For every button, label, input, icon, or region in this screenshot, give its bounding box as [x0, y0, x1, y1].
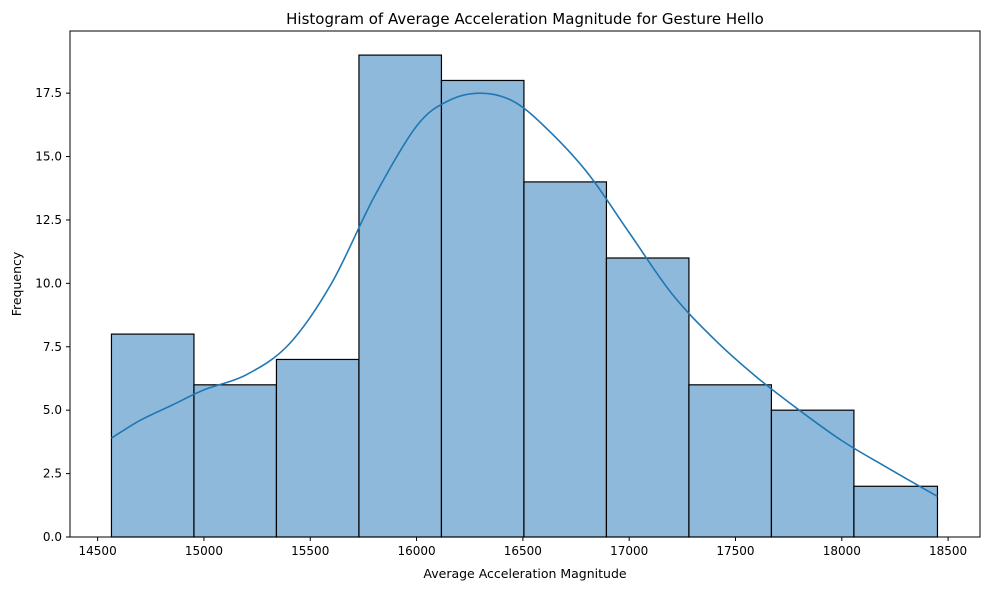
x-tick-label: 14500 — [79, 544, 117, 558]
y-tick-label: 15.0 — [35, 150, 62, 164]
x-tick-label: 15500 — [291, 544, 329, 558]
x-axis-label: Average Acceleration Magnitude — [423, 566, 626, 581]
plot-frame — [69, 30, 981, 538]
kde-group — [111, 92, 938, 498]
x-tick-label: 15000 — [185, 544, 223, 558]
y-tick-label: 12.5 — [35, 213, 62, 227]
y-tick-label: 2.5 — [43, 467, 62, 481]
y-tick-label: 5.0 — [43, 403, 62, 417]
histogram-bar-2 — [193, 384, 278, 538]
y-tick-label: 10.0 — [35, 276, 62, 290]
x-tick-label: 16000 — [397, 544, 435, 558]
histogram-bar-6 — [523, 181, 608, 538]
histogram-bar-5 — [440, 79, 525, 538]
bars-group — [110, 54, 939, 538]
histogram-bar-8 — [688, 384, 773, 538]
y-tick-label: 0.0 — [43, 530, 62, 544]
y-tick-label: 17.5 — [35, 86, 62, 100]
histogram-bar-9 — [770, 409, 855, 538]
x-ticks-group: 14500 15000 15500 16000 16500 17000 17500 18000… — [79, 537, 967, 558]
y-ticks-group: 0.0 2.5 5.0 7.5 10.0 12.5 15.0 17.5 — [35, 86, 70, 544]
x-tick-label: 16500 — [504, 544, 542, 558]
x-tick-label: 18000 — [823, 544, 861, 558]
x-tick-label: 18500 — [929, 544, 967, 558]
histogram-bar-3 — [275, 358, 360, 538]
histogram-bar-10 — [853, 485, 939, 538]
axes-group — [69, 30, 981, 538]
x-tick-label: 17500 — [716, 544, 754, 558]
histogram-bar-4 — [358, 54, 443, 538]
y-tick-label: 7.5 — [43, 340, 62, 354]
kde-line — [111, 92, 938, 498]
chart-title: Histogram of Average Acceleration Magnit… — [286, 10, 764, 28]
x-tick-label: 17000 — [610, 544, 648, 558]
histogram-bar-7 — [605, 257, 690, 538]
y-axis-label: Frequency — [9, 251, 24, 316]
histogram-bar-1 — [110, 333, 195, 538]
